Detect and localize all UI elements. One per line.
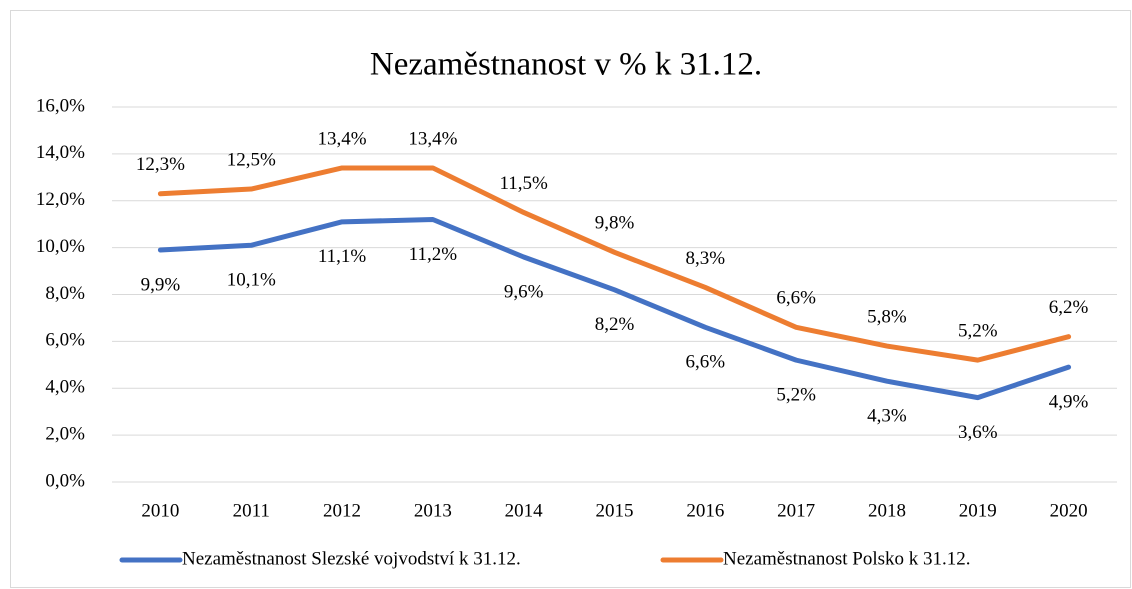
data-label: 11,5% [499, 173, 548, 194]
data-label: 4,9% [1049, 392, 1089, 413]
data-label: 5,2% [958, 320, 998, 341]
x-tick-label: 2020 [1050, 500, 1088, 521]
data-label: 11,2% [409, 244, 458, 265]
data-label: 8,3% [686, 248, 726, 269]
chart-title: Nezaměstnanost v % k 31.12. [370, 47, 762, 83]
y-tick-label: 6,0% [45, 330, 85, 351]
y-tick-label: 16,0% [36, 95, 85, 116]
data-label: 13,4% [318, 128, 367, 149]
data-label: 12,3% [136, 154, 185, 175]
y-tick-label: 8,0% [45, 283, 85, 304]
data-label: 9,9% [141, 274, 181, 295]
data-label: 9,6% [504, 281, 544, 302]
y-tick-label: 12,0% [36, 189, 85, 210]
data-label: 11,1% [318, 246, 367, 267]
x-tick-label: 2018 [868, 500, 906, 521]
data-label: 5,8% [867, 306, 907, 327]
x-tick-label: 2017 [777, 500, 815, 521]
series-line [157, 217, 1072, 401]
y-tick-label: 14,0% [36, 142, 85, 163]
data-label: 12,5% [227, 149, 276, 170]
x-tick-label: 2011 [233, 500, 270, 521]
data-label: 4,3% [867, 406, 907, 427]
data-label: 5,2% [776, 384, 816, 405]
x-tick-label: 2019 [959, 500, 997, 521]
x-tick-label: 2010 [141, 500, 179, 521]
x-tick-label: 2013 [414, 500, 452, 521]
legend-label: Nezaměstnanost Slezské vojvodství k 31.1… [182, 548, 521, 569]
x-tick-label: 2014 [505, 500, 544, 521]
y-tick-label: 10,0% [36, 236, 85, 257]
data-label: 6,6% [776, 288, 816, 309]
data-label: 8,2% [595, 314, 635, 335]
data-label: 6,2% [1049, 297, 1089, 318]
data-label: 3,6% [958, 422, 998, 443]
y-tick-label: 0,0% [45, 470, 85, 491]
data-label: 10,1% [227, 270, 276, 291]
x-tick-label: 2016 [686, 500, 724, 521]
data-label: 13,4% [408, 128, 457, 149]
x-tick-label: 2015 [596, 500, 634, 521]
data-label: 6,6% [686, 352, 726, 373]
data-label: 9,8% [595, 213, 635, 234]
y-tick-label: 2,0% [45, 423, 85, 444]
y-tick-label: 4,0% [45, 377, 85, 398]
legend-label: Nezaměstnanost Polsko k 31.12. [723, 548, 971, 569]
series-line [157, 165, 1072, 363]
x-tick-label: 2012 [323, 500, 361, 521]
